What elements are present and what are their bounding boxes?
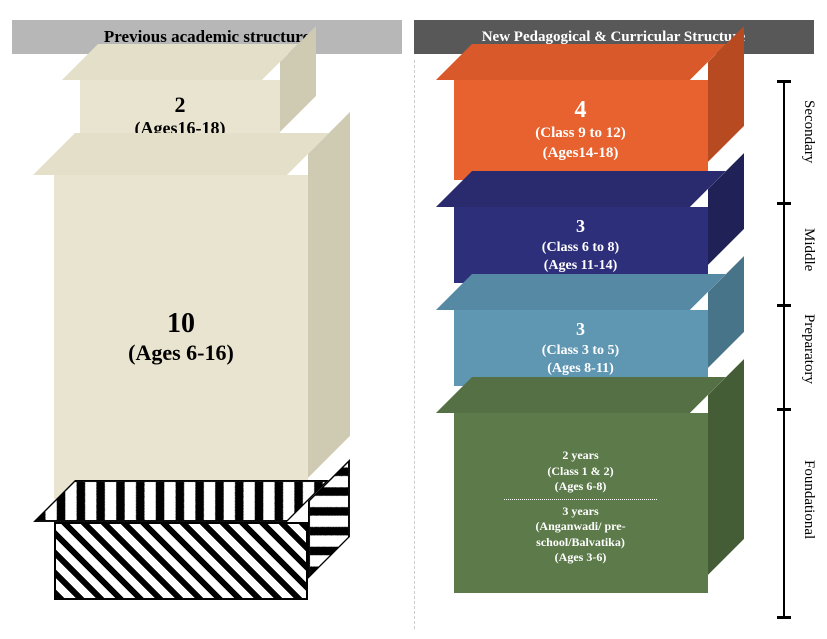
b3-big: 3 [576, 318, 585, 341]
left-mid-years: 10 [167, 308, 195, 340]
right-block-middle-front: 3 (Class 6 to 8) (Ages 11-14) [454, 207, 708, 283]
bracket-tick-2 [777, 202, 791, 205]
left-mid-ages: (Ages 6-16) [128, 340, 234, 366]
right-block-foundational-topface [436, 377, 726, 413]
bracket-tick-5 [777, 616, 791, 619]
left-block-mid-topface [33, 133, 329, 175]
b2-l2: (Class 6 to 8) [542, 239, 619, 257]
b3-l3: (Ages 8-11) [547, 360, 614, 378]
left-block-mid-sideface [308, 112, 350, 478]
b4-l5: (Anganwadi/ pre- [535, 519, 625, 535]
vlabel-foundational: Foundational [800, 460, 817, 539]
b1-big: 4 [575, 97, 587, 124]
b4-sep [504, 499, 656, 500]
diagram-container: Previous academic structure 2 (Ages16-18… [0, 0, 827, 639]
right-column: New Pedagogical & Curricular Structure 4… [414, 0, 827, 639]
vlabel-secondary: Secondary [800, 100, 817, 163]
b4-l4: 3 years [562, 504, 598, 520]
b3-l2: (Class 3 to 5) [542, 342, 619, 360]
left-block-bottom-sideface [308, 459, 350, 579]
left-block-bottom-front [54, 522, 308, 600]
right-block-middle-sideface [708, 153, 744, 265]
left-block-top-topface [62, 44, 298, 80]
vlabel-preparatory: Preparatory [800, 314, 817, 384]
b4-l3: (Ages 6-8) [555, 479, 607, 495]
right-block-preparatory-front: 3 (Class 3 to 5) (Ages 8-11) [454, 310, 708, 386]
right-block-preparatory-sideface [708, 256, 744, 368]
right-block-foundational-front: 2 years (Class 1 & 2) (Ages 6-8) 3 years… [454, 413, 708, 593]
b4-l2: (Class 1 & 2) [547, 464, 613, 480]
right-block-preparatory-topface [436, 274, 726, 310]
b2-big: 3 [576, 215, 585, 238]
b2-l3: (Ages 11-14) [544, 257, 618, 275]
left-top-years: 2 [175, 92, 186, 118]
bracket-line [783, 80, 785, 618]
b4-l1: 2 years [562, 448, 598, 464]
bracket-tick-4 [777, 408, 791, 411]
b1-l3: (Ages14-18) [543, 144, 619, 164]
right-block-secondary-topface [436, 44, 726, 80]
left-column: Previous academic structure 2 (Ages16-18… [0, 0, 414, 639]
left-block-mid-front: 10 (Ages 6-16) [54, 175, 308, 499]
bracket-tick-3 [777, 304, 791, 307]
right-block-secondary-front: 4 (Class 9 to 12) (Ages14-18) [454, 80, 708, 180]
b1-l2: (Class 9 to 12) [535, 124, 625, 144]
left-block-bottom-topface [33, 480, 329, 522]
vlabel-middle: Middle [800, 228, 817, 271]
right-block-foundational-sideface [708, 359, 744, 575]
b4-l7: (Ages 3-6) [555, 550, 607, 566]
right-block-middle-topface [436, 171, 726, 207]
bracket-tick-1 [777, 80, 791, 83]
b4-l6: school/Balvatika) [536, 535, 625, 551]
